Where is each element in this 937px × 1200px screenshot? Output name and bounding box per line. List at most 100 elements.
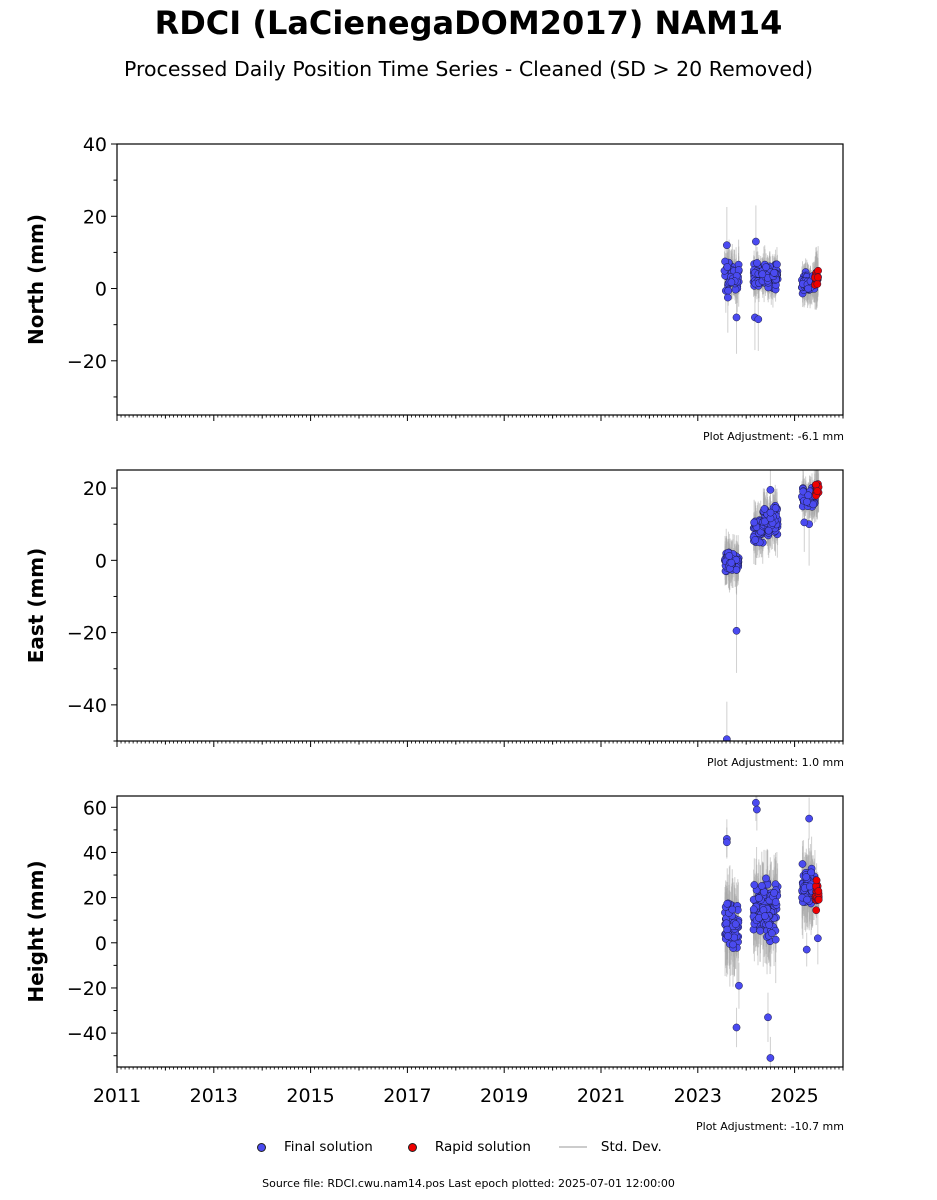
height-final-point <box>805 814 813 823</box>
height-final-point <box>723 899 732 908</box>
north-rapid-point <box>814 273 822 282</box>
legend: Final solution Rapid solution Std. Dev. <box>250 1137 690 1157</box>
north-final-point <box>723 293 732 302</box>
north-final-point <box>732 313 741 322</box>
height-x-tick-label: 2017 <box>383 1085 431 1107</box>
north-final-point <box>804 284 813 293</box>
north-final-point <box>754 315 763 324</box>
height-y-axis-label: Height (mm) <box>24 860 48 1002</box>
north-panel: −20 0 20 40 North (mm) <box>24 134 844 421</box>
height-panel: 2011 2013 2015 2017 2019 2021 2023 2025 −40 −20 0 2… <box>24 795 844 1107</box>
height-x-tick-label: 2015 <box>286 1085 334 1107</box>
height-final-point <box>761 912 769 920</box>
height-y-tick-label: −40 <box>67 1023 107 1045</box>
north-final-point <box>770 269 779 277</box>
height-rapid-point <box>812 906 821 915</box>
legend-label-rapid: Rapid solution <box>434 1139 531 1155</box>
height-final-point <box>802 873 811 881</box>
height-final-point <box>731 920 740 929</box>
north-final-point <box>727 278 736 287</box>
height-final-point <box>803 895 811 904</box>
east-panel: −40 −20 0 20 East (mm) <box>24 469 844 747</box>
legend-label-std: Std. Dev. <box>600 1139 662 1155</box>
legend-label-final: Final solution <box>284 1139 373 1155</box>
height-x-tick-label: 2013 <box>190 1085 238 1107</box>
height-x-tick-label: 2021 <box>577 1085 625 1107</box>
north-final-point <box>722 241 731 250</box>
north-y-tick-label: 20 <box>83 206 107 228</box>
east-y-tick-label: −20 <box>67 623 107 645</box>
final-solution-marker <box>250 1137 272 1157</box>
height-x-tick-label: 2025 <box>770 1085 818 1107</box>
east-final-point <box>732 626 741 635</box>
height-final-point <box>728 905 737 914</box>
height-x-tick-label: 2019 <box>480 1085 528 1107</box>
height-final-point <box>752 805 761 814</box>
height-final-point <box>767 929 776 938</box>
std-dev-line-marker <box>558 1137 589 1157</box>
height-final-point <box>724 932 732 940</box>
height-y-tick-label: 0 <box>95 933 107 955</box>
chart-subtitle: Processed Daily Position Time Series - C… <box>124 57 813 81</box>
east-rapid-point <box>812 480 820 489</box>
east-y-tick-label: −40 <box>67 695 107 717</box>
height-final-point <box>807 868 816 877</box>
north-final-point <box>753 259 761 267</box>
east-final-point <box>804 491 813 500</box>
height-final-point <box>766 1054 775 1062</box>
north-y-tick-label: −20 <box>67 351 107 373</box>
east-adjustment-note: Plot Adjustment: 1.0 mm <box>706 756 844 769</box>
east-final-point <box>766 486 775 494</box>
north-y-axis-label: North (mm) <box>24 214 48 345</box>
height-final-point <box>730 933 739 942</box>
east-final-point <box>766 508 775 517</box>
height-final-point <box>722 838 731 847</box>
height-y-tick-label: −20 <box>67 978 107 1000</box>
east-final-point <box>800 518 809 527</box>
north-final-point <box>758 270 767 279</box>
height-final-point <box>749 905 758 914</box>
height-final-point <box>722 919 731 928</box>
height-plot-area <box>721 796 823 1067</box>
north-final-point <box>723 263 732 271</box>
east-final-point <box>732 566 741 574</box>
east-rapid-point <box>813 487 822 495</box>
height-rapid-point <box>814 895 823 904</box>
legend-item-std: Std. Dev. <box>558 1137 662 1157</box>
height-final-point <box>732 1023 741 1032</box>
east-final-point <box>722 735 731 741</box>
height-final-point <box>756 927 765 935</box>
height-x-tick-label: 2023 <box>674 1085 722 1107</box>
east-final-point <box>771 504 780 512</box>
height-rapid-point <box>814 887 823 895</box>
east-axes-frame <box>116 469 844 742</box>
height-x-tick-label: 2011 <box>93 1085 141 1107</box>
height-y-tick-label: 40 <box>83 842 107 864</box>
height-final-point <box>755 894 763 902</box>
north-plot-area <box>720 205 822 354</box>
height-final-point <box>771 898 780 906</box>
height-final-point <box>798 860 807 868</box>
east-final-point <box>799 487 807 496</box>
legend-item-rapid: Rapid solution <box>401 1137 531 1157</box>
chart-title: RDCI (LaCienegaDOM2017) NAM14 <box>154 4 783 42</box>
legend-item-final: Final solution <box>250 1137 373 1157</box>
height-final-point <box>770 889 778 897</box>
height-final-point <box>764 1013 772 1022</box>
east-y-tick-label: 20 <box>83 478 107 500</box>
height-final-point <box>750 881 759 889</box>
height-rapid-point <box>812 876 821 885</box>
east-final-point <box>725 552 734 560</box>
north-y-tick-label: 0 <box>95 279 107 301</box>
height-final-point <box>757 882 766 890</box>
north-final-point <box>752 237 760 246</box>
height-final-point <box>765 921 774 929</box>
east-final-point <box>750 518 758 527</box>
height-final-point <box>735 981 743 990</box>
north-adjustment-note: Plot Adjustment: -6.1 mm <box>703 430 844 443</box>
height-adjustment-note: Plot Adjustment: -10.7 mm <box>696 1120 844 1133</box>
east-final-point <box>751 536 760 544</box>
height-y-tick-label: 60 <box>83 797 107 819</box>
height-final-point <box>729 940 737 949</box>
